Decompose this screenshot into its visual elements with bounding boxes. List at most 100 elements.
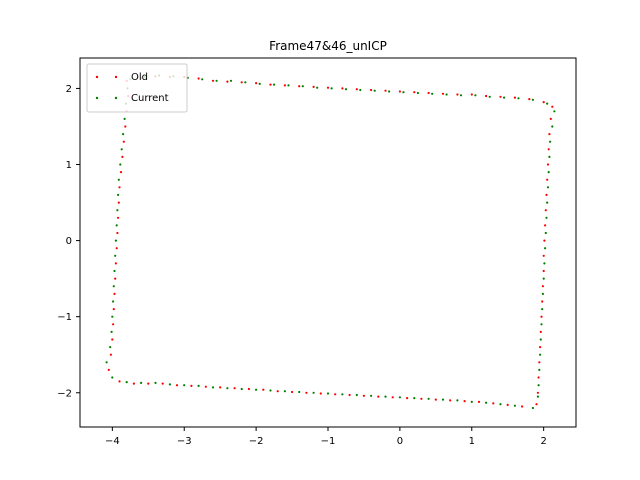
point-current bbox=[537, 384, 540, 387]
point-old bbox=[551, 105, 554, 108]
point-old bbox=[132, 382, 135, 385]
plot-frame bbox=[79, 57, 577, 428]
point-old bbox=[348, 393, 351, 397]
point-current bbox=[536, 395, 540, 398]
point-old bbox=[549, 117, 552, 120]
point-old bbox=[398, 90, 401, 93]
point-old bbox=[262, 388, 265, 391]
point-old bbox=[121, 155, 124, 158]
point-old bbox=[540, 315, 543, 318]
point-current bbox=[459, 94, 463, 97]
chart-title: Frame47&46_unICP bbox=[269, 39, 387, 53]
point-old bbox=[541, 285, 545, 288]
point-current bbox=[551, 125, 554, 128]
point-old bbox=[535, 403, 538, 406]
point-current bbox=[125, 381, 128, 384]
point-old bbox=[384, 89, 387, 92]
point-current bbox=[456, 399, 459, 402]
point-current bbox=[140, 381, 143, 384]
points-layer bbox=[105, 74, 556, 410]
point-old bbox=[463, 400, 466, 403]
point-old bbox=[124, 125, 127, 128]
point-current bbox=[183, 384, 186, 387]
point-current bbox=[117, 178, 120, 181]
legend-label-current: Current bbox=[131, 93, 169, 104]
point-current bbox=[287, 84, 290, 87]
point-old bbox=[370, 88, 373, 92]
point-current bbox=[544, 247, 547, 250]
x-tick-label: 0 bbox=[397, 436, 403, 447]
y-tick-label: 1 bbox=[66, 160, 72, 171]
point-old bbox=[276, 390, 279, 393]
point-old bbox=[112, 308, 115, 311]
y-tick-label: −1 bbox=[57, 312, 72, 323]
point-old bbox=[226, 80, 229, 83]
point-old bbox=[298, 85, 301, 88]
point-current bbox=[229, 79, 233, 82]
point-old bbox=[109, 353, 112, 356]
point-old bbox=[485, 94, 488, 98]
point-old bbox=[546, 178, 549, 181]
point-current bbox=[541, 308, 544, 311]
point-current bbox=[542, 277, 545, 280]
point-old bbox=[319, 392, 322, 395]
point-current bbox=[168, 383, 171, 386]
point-old bbox=[499, 95, 502, 98]
point-old bbox=[477, 400, 481, 403]
point-old bbox=[543, 239, 546, 242]
legend-marker-current bbox=[114, 96, 118, 100]
point-current bbox=[370, 394, 373, 397]
point-current bbox=[201, 78, 204, 81]
point-current bbox=[499, 403, 502, 406]
point-old bbox=[547, 148, 550, 151]
point-old bbox=[545, 193, 548, 196]
point-current bbox=[427, 397, 430, 400]
point-current bbox=[197, 384, 200, 387]
point-current bbox=[114, 254, 117, 257]
point-old bbox=[544, 209, 547, 212]
point-old bbox=[269, 83, 272, 86]
point-old bbox=[546, 163, 550, 166]
point-old bbox=[427, 91, 430, 95]
point-old bbox=[391, 396, 394, 399]
point-current bbox=[445, 93, 448, 96]
point-current bbox=[105, 361, 108, 364]
point-old bbox=[334, 393, 337, 396]
point-old bbox=[247, 387, 250, 391]
point-current bbox=[544, 231, 547, 235]
point-current bbox=[112, 285, 115, 288]
legend-box bbox=[86, 63, 188, 113]
point-current bbox=[546, 186, 550, 189]
point-current bbox=[547, 171, 550, 174]
point-old bbox=[449, 399, 452, 402]
point-current bbox=[398, 396, 401, 399]
point-current bbox=[112, 300, 115, 303]
point-old bbox=[219, 386, 222, 389]
point-old bbox=[291, 390, 294, 394]
x-tick-label: −2 bbox=[249, 436, 264, 447]
point-old bbox=[211, 79, 215, 82]
point-current bbox=[543, 262, 546, 265]
point-current bbox=[298, 390, 301, 394]
point-old bbox=[539, 346, 542, 349]
point-current bbox=[117, 193, 120, 196]
point-current bbox=[344, 88, 348, 91]
point-current bbox=[111, 376, 114, 379]
point-current bbox=[226, 387, 229, 390]
point-old bbox=[542, 269, 545, 273]
point-current bbox=[113, 269, 116, 273]
point-old bbox=[544, 224, 547, 227]
point-current bbox=[539, 338, 542, 341]
point-current bbox=[416, 91, 419, 95]
point-current bbox=[341, 393, 344, 396]
point-current bbox=[546, 102, 549, 105]
point-old bbox=[541, 300, 544, 303]
point-current bbox=[111, 315, 114, 318]
point-old bbox=[492, 402, 495, 405]
point-current bbox=[503, 96, 506, 99]
point-current bbox=[240, 387, 243, 391]
point-old bbox=[548, 133, 551, 136]
point-old bbox=[539, 330, 542, 333]
point-current bbox=[330, 87, 333, 90]
point-old bbox=[441, 92, 445, 95]
